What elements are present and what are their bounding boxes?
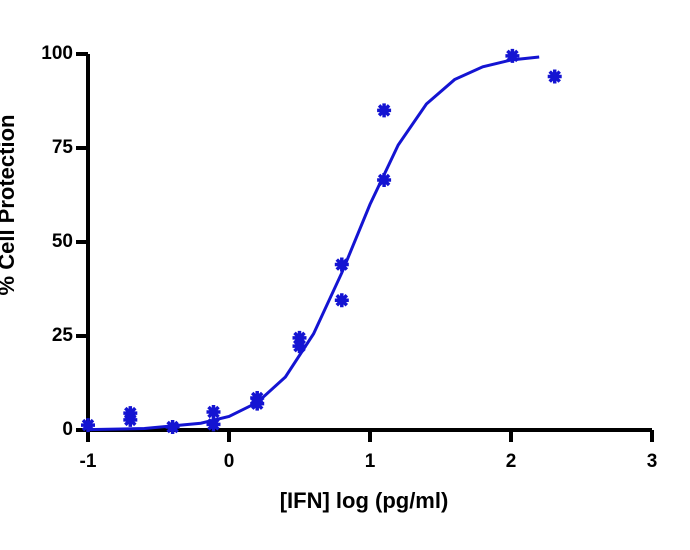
data-point	[206, 417, 221, 432]
data-point	[123, 412, 138, 427]
x-tick-label: 0	[224, 451, 235, 472]
y-tick-label: 75	[52, 137, 74, 158]
x-tick-label: 3	[647, 451, 658, 472]
data-point	[334, 293, 349, 308]
data-point	[377, 103, 392, 118]
data-point	[165, 419, 180, 434]
data-point	[505, 48, 520, 63]
x-tick-label: 2	[506, 451, 517, 472]
y-tick-label: 50	[52, 231, 73, 252]
data-point	[81, 418, 95, 433]
data-point	[547, 69, 562, 84]
x-tick-label: 1	[365, 451, 376, 472]
y-tick-label: 0	[62, 419, 73, 440]
data-point	[334, 257, 349, 272]
data-point	[206, 404, 221, 419]
data-point	[292, 330, 307, 345]
data-point	[292, 339, 307, 354]
data-point	[250, 396, 265, 411]
data-point	[377, 172, 392, 187]
fit-curve	[87, 55, 540, 432]
y-tick-label: 100	[41, 43, 73, 64]
x-tick-label: -1	[80, 451, 97, 472]
y-tick-label: 25	[52, 325, 74, 346]
x-axis-title: [IFN] log (pg/ml)	[280, 488, 449, 513]
y-axis-title: % Cell Protection	[0, 115, 19, 296]
